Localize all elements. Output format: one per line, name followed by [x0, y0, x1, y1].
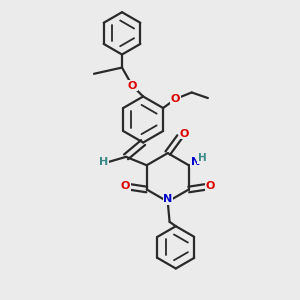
- Text: O: O: [171, 94, 180, 104]
- Text: H: H: [198, 153, 206, 164]
- Text: N: N: [191, 157, 200, 167]
- Text: H: H: [99, 158, 109, 167]
- Text: N: N: [163, 194, 172, 204]
- Text: O: O: [121, 182, 130, 191]
- Text: O: O: [180, 129, 189, 139]
- Text: O: O: [128, 81, 137, 91]
- Text: O: O: [205, 182, 214, 191]
